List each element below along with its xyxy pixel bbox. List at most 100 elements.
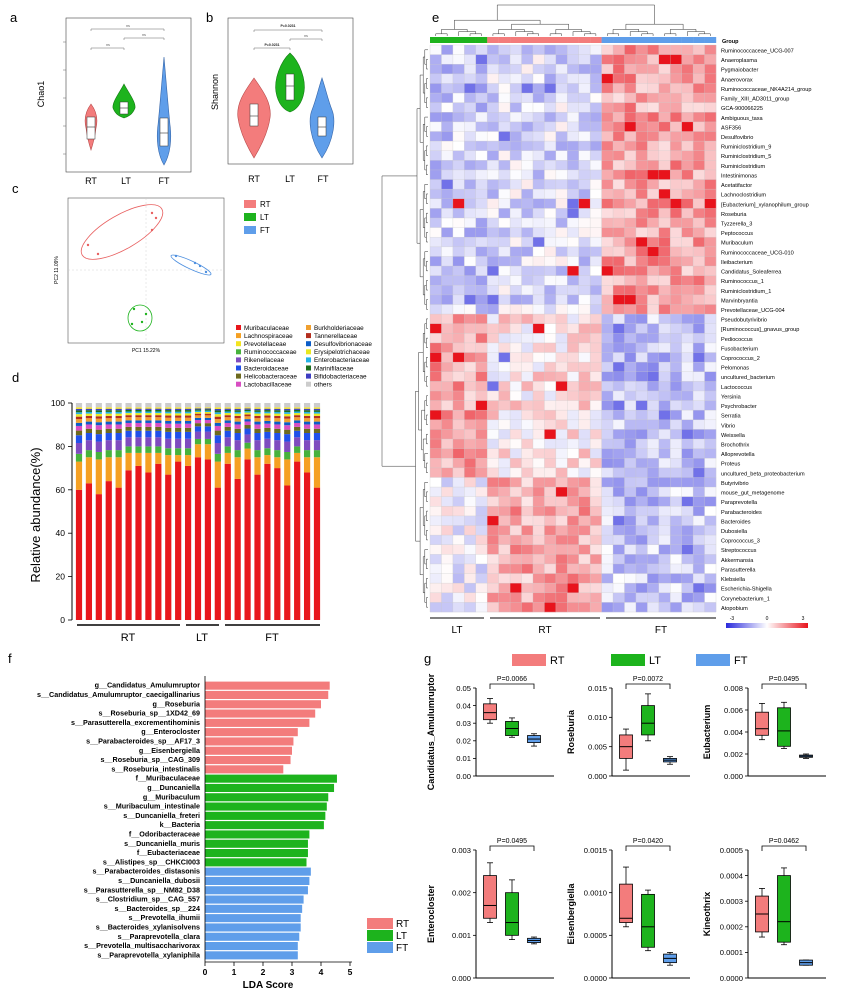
heatmap-cell	[590, 477, 602, 488]
heatmap-cell	[510, 506, 522, 517]
heatmap-cell	[452, 54, 465, 65]
heatmap-cell	[670, 458, 682, 469]
heatmap-cell	[521, 189, 534, 199]
heatmap-cell	[578, 323, 591, 334]
box-ytick-label: 0.010	[588, 713, 607, 722]
heatmap-cell	[658, 160, 671, 171]
heatmap-cell	[510, 323, 522, 334]
heatmap-cell	[555, 208, 568, 219]
heatmap-cell	[578, 131, 591, 142]
stacked-bar-segment	[313, 410, 321, 412]
heatmap-cell	[498, 314, 511, 324]
stacked-bar-segment	[194, 408, 202, 410]
heatmap-cell	[635, 583, 648, 593]
heatmap-cell	[452, 179, 465, 190]
heatmap-cell	[498, 342, 511, 353]
heatmap-cell	[452, 73, 465, 84]
stacked-bar-segment	[313, 440, 321, 451]
heatmap-cell	[544, 458, 557, 469]
heatmap-cell	[601, 362, 614, 372]
heatmap-cell	[498, 487, 511, 497]
heatmap-cell	[613, 64, 625, 75]
heatmap-cell	[635, 362, 648, 372]
heatmap-cell	[532, 141, 545, 151]
heatmap-cell	[624, 496, 637, 507]
heatmap-cell	[658, 602, 671, 613]
heatmap-cell	[578, 352, 591, 363]
stacked-bar-segment	[175, 427, 182, 432]
heatmap-cell	[647, 93, 659, 103]
heatmap-cell	[681, 583, 694, 593]
heatmap-cell	[452, 304, 465, 315]
heatmap-cell	[635, 160, 648, 171]
heatmap-cell	[693, 602, 705, 613]
heatmap-cell	[647, 477, 659, 488]
heatmap-cell	[613, 112, 625, 123]
heatmap-cell	[475, 112, 488, 123]
heatmap-cell	[578, 525, 591, 536]
heatmap-cell	[498, 429, 511, 440]
heatmap-cell	[521, 458, 534, 469]
lda-bar-label: s__Prevotella_multisaccharivorax	[84, 941, 200, 950]
heatmap-cell	[510, 525, 522, 536]
dendrogram-branch	[419, 507, 424, 576]
heatmap-cell	[601, 256, 614, 267]
stacked-bar-segment	[224, 413, 231, 416]
heatmap-cell	[681, 496, 694, 507]
heatmap-cell	[544, 381, 557, 392]
heatmap-cell	[544, 487, 557, 497]
heatmap-cell	[464, 246, 476, 257]
stacked-bar-segment	[204, 438, 212, 445]
lda-bar-label: k__Bacteria	[160, 820, 201, 829]
heatmap-cell	[613, 515, 625, 526]
heatmap-cell	[681, 602, 694, 613]
heatmap-row-label: Ruminiclostridium_9	[721, 145, 771, 151]
heatmap-cell	[601, 592, 614, 603]
stacked-bar-segment	[115, 421, 122, 425]
heatmap-cell	[521, 237, 534, 248]
heatmap-cell	[464, 429, 476, 440]
heatmap-cell	[532, 573, 545, 584]
heatmap-cell	[658, 362, 671, 372]
heatmap-cell	[475, 304, 488, 315]
heatmap-cell	[521, 439, 534, 449]
stacked-bar-segment	[274, 421, 281, 425]
box-b-rt	[249, 103, 259, 127]
heatmap-cell	[567, 102, 579, 113]
heatmap-cell	[510, 112, 522, 123]
heatmap-cell	[693, 83, 705, 94]
heatmap-cell	[532, 304, 545, 315]
heatmap-cell	[578, 477, 591, 488]
heatmap-cell	[544, 198, 557, 209]
stacked-bar-segment	[184, 455, 192, 466]
stacked-bar-segment	[175, 407, 182, 409]
heatmap-cell	[521, 112, 534, 123]
heatmap-cell	[464, 362, 476, 372]
heatmap-cell	[681, 93, 694, 103]
stacked-bar-segment	[75, 408, 83, 411]
stacked-bar-segment	[165, 431, 172, 439]
heatmap-cell	[430, 54, 442, 65]
heatmap-cell	[441, 515, 454, 526]
heatmap-cell	[647, 73, 659, 84]
xlabel-b-ft: FT	[318, 174, 329, 184]
box-rt	[619, 883, 633, 923]
heatmap-cell	[578, 237, 591, 248]
stacked-bar-segment	[284, 408, 291, 411]
heatmap-cell	[693, 381, 705, 392]
heatmap-cell	[498, 150, 511, 161]
heatmap-cell	[704, 515, 717, 526]
heatmap-cell	[681, 304, 694, 315]
heatmap-row-label: Lachnoclostridium	[721, 193, 766, 199]
lda-bar-label: g__Enterocloster	[141, 727, 200, 736]
heatmap-cell	[544, 342, 557, 353]
heatmap-cell	[658, 429, 671, 440]
heatmap-cell	[567, 160, 579, 171]
heatmap-cell	[567, 563, 579, 574]
heatmap-cell	[578, 554, 591, 565]
heatmap-cell	[521, 563, 534, 574]
heatmap-cell	[544, 73, 557, 84]
heatmap-cell	[601, 246, 614, 257]
heatmap-cell	[658, 227, 671, 238]
